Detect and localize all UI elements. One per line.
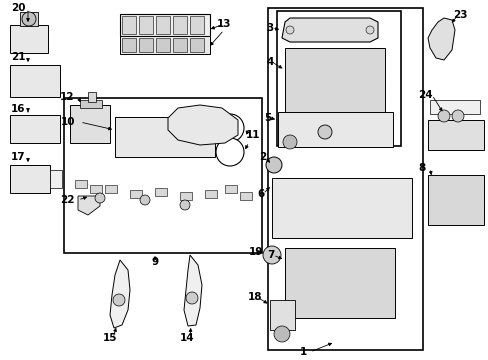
Bar — [155, 188, 167, 196]
Circle shape — [140, 195, 150, 205]
Polygon shape — [110, 260, 130, 328]
Circle shape — [451, 110, 463, 122]
Bar — [427, 175, 483, 225]
Polygon shape — [427, 18, 454, 60]
Bar — [139, 16, 153, 34]
Bar — [75, 180, 87, 188]
Circle shape — [113, 294, 125, 306]
Bar — [20, 12, 38, 26]
Text: 13: 13 — [216, 19, 231, 29]
Bar — [105, 185, 117, 193]
Bar — [156, 16, 170, 34]
Bar — [285, 248, 394, 318]
Text: 22: 22 — [60, 195, 74, 205]
Polygon shape — [168, 105, 238, 145]
Bar — [190, 38, 203, 52]
Polygon shape — [282, 18, 377, 42]
Text: 17: 17 — [11, 152, 25, 162]
Circle shape — [216, 138, 244, 166]
Text: 16: 16 — [11, 104, 25, 114]
Circle shape — [265, 157, 282, 173]
Text: 1: 1 — [299, 347, 306, 357]
Circle shape — [283, 135, 296, 149]
Text: 14: 14 — [179, 333, 194, 343]
Bar — [88, 92, 96, 102]
Text: 3: 3 — [266, 23, 273, 33]
Bar — [90, 185, 102, 193]
Bar — [278, 112, 392, 147]
Circle shape — [216, 114, 244, 142]
Bar — [173, 38, 186, 52]
Bar — [139, 38, 153, 52]
Bar — [267, 8, 422, 350]
Text: 11: 11 — [245, 130, 260, 140]
Text: 23: 23 — [452, 10, 467, 20]
Text: 20: 20 — [11, 3, 25, 13]
Bar — [285, 48, 384, 128]
Bar — [427, 120, 483, 150]
Circle shape — [273, 326, 289, 342]
Circle shape — [22, 12, 36, 26]
Text: 12: 12 — [60, 92, 74, 102]
Text: 6: 6 — [257, 189, 264, 199]
Circle shape — [263, 246, 281, 264]
Text: 19: 19 — [248, 247, 263, 257]
Circle shape — [285, 26, 293, 34]
Bar — [70, 105, 110, 143]
Polygon shape — [183, 255, 202, 326]
Bar — [240, 192, 251, 200]
Text: 2: 2 — [259, 152, 266, 162]
Bar — [180, 192, 192, 200]
Circle shape — [180, 200, 190, 210]
Bar — [122, 16, 136, 34]
Bar — [64, 98, 262, 253]
Circle shape — [95, 193, 105, 203]
Text: 10: 10 — [61, 117, 75, 127]
Bar — [130, 190, 142, 198]
Bar — [10, 25, 48, 53]
Bar — [50, 170, 62, 188]
Text: 21: 21 — [11, 52, 25, 62]
Bar — [429, 100, 479, 114]
Polygon shape — [78, 196, 100, 215]
Text: 4: 4 — [266, 57, 273, 67]
Bar — [276, 11, 400, 146]
Bar — [156, 38, 170, 52]
Bar — [10, 165, 50, 193]
Circle shape — [185, 292, 198, 304]
Bar — [10, 65, 60, 97]
Text: 5: 5 — [264, 113, 271, 123]
Bar — [173, 16, 186, 34]
Bar — [120, 36, 209, 54]
Bar — [115, 117, 215, 157]
Circle shape — [317, 125, 331, 139]
Text: 8: 8 — [418, 163, 425, 173]
Bar — [80, 100, 102, 108]
Bar — [269, 300, 294, 330]
Bar — [10, 115, 60, 143]
Bar — [190, 16, 203, 34]
Text: 7: 7 — [267, 250, 274, 260]
Circle shape — [437, 110, 449, 122]
Text: 24: 24 — [417, 90, 431, 100]
Text: 15: 15 — [102, 333, 117, 343]
Bar — [204, 190, 217, 198]
Bar — [120, 14, 209, 36]
Bar — [224, 185, 237, 193]
Text: 18: 18 — [247, 292, 262, 302]
Bar — [122, 38, 136, 52]
Text: 9: 9 — [151, 257, 158, 267]
Circle shape — [365, 26, 373, 34]
Bar — [271, 178, 411, 238]
